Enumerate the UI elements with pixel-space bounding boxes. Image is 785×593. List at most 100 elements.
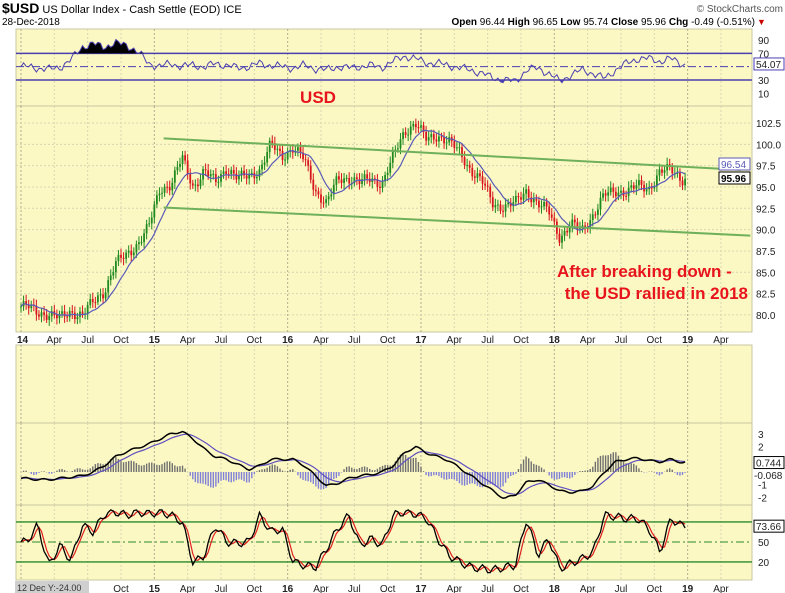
price-candle [655, 175, 658, 187]
price-candle [653, 186, 656, 189]
price-candle [494, 205, 497, 208]
price-candle [404, 132, 407, 135]
price-candle [168, 186, 171, 191]
rsi-axis-label: 30 [758, 76, 770, 87]
x-tick-label: Apr [180, 584, 196, 593]
price-candle [512, 202, 515, 207]
price-candle [40, 312, 43, 317]
close-value-label: 95.96 [721, 174, 746, 185]
price-candle [612, 187, 615, 192]
x-tick-label: 19 [682, 584, 694, 593]
price-candle [607, 192, 610, 196]
cursor-readout-box [15, 581, 89, 593]
price-axis-label: 102.5 [756, 119, 781, 130]
price-axis-label: 90.0 [756, 226, 776, 237]
price-candle [538, 200, 540, 208]
price-candle [27, 304, 30, 309]
price-candle [104, 292, 107, 299]
price-candle [481, 176, 484, 184]
price-candle [650, 186, 653, 189]
price-candle [573, 219, 576, 223]
price-candle [61, 311, 63, 314]
price-candle [679, 172, 681, 181]
price-candle [627, 187, 630, 196]
macd-axis-label: 3 [758, 430, 764, 441]
price-candle [243, 170, 245, 176]
price-candle [273, 143, 276, 150]
x-tick-label: 18 [549, 335, 561, 346]
price-candle [112, 272, 115, 276]
price-candle [497, 204, 499, 206]
x-tick-label: Jul [615, 584, 628, 593]
price-candle [384, 175, 386, 182]
price-candle [63, 311, 66, 317]
price-candle [217, 181, 220, 183]
price-candle [145, 224, 148, 234]
price-candle [327, 196, 330, 200]
x-tick-label: 19 [682, 335, 694, 346]
price-candle [94, 302, 97, 304]
x-tick-label: Jul [215, 584, 228, 593]
price-candle [255, 176, 258, 179]
price-candle [558, 233, 561, 243]
price-candle [635, 185, 638, 189]
price-candle [440, 136, 443, 138]
price-candle [566, 230, 569, 233]
x-tick-label: Oct [647, 584, 663, 593]
price-candle [504, 204, 507, 212]
x-tick-label: 18 [549, 584, 561, 593]
price-candle [386, 172, 389, 176]
price-axis-label: 100.0 [756, 140, 781, 151]
price-candle [412, 123, 415, 127]
price-candle [114, 261, 117, 273]
price-candle [48, 316, 51, 320]
x-tick-label: Apr [447, 335, 463, 346]
price-candle [153, 204, 156, 218]
price-candle [432, 134, 435, 140]
ma-value-tag [718, 157, 751, 171]
rsi-overbought-fill [21, 39, 686, 54]
price-candle [140, 242, 143, 244]
price-candle [166, 186, 169, 188]
price-candle [209, 174, 212, 177]
x-tick-label: Oct [380, 584, 396, 593]
x-tick-label: Oct [247, 335, 263, 346]
price-candle [314, 189, 317, 192]
price-candle [535, 198, 538, 201]
price-candle [348, 177, 351, 184]
price-candle [640, 180, 643, 185]
x-tick-label: Oct [113, 584, 129, 593]
price-candle [476, 173, 479, 178]
price-candle [263, 162, 266, 165]
price-candle [609, 187, 612, 193]
price-candle [532, 198, 535, 203]
price-candle [125, 252, 128, 259]
x-tick-label: Jul [81, 335, 94, 346]
price-candle [489, 186, 492, 198]
brand-link[interactable]: © StockCharts.com [697, 4, 783, 15]
price-candle [135, 244, 138, 253]
price-candle [186, 160, 189, 175]
x-tick-label: Jul [215, 335, 228, 346]
price-candle [173, 170, 176, 183]
close-value-tag [718, 171, 751, 185]
price-candle [297, 147, 299, 151]
price-candle [553, 217, 556, 222]
price-candle [35, 305, 38, 315]
macd-axis-label: -1 [758, 481, 767, 492]
price-candle [109, 275, 112, 281]
x-tick-label: 16 [282, 335, 294, 346]
price-candle [353, 177, 356, 184]
price-candle [250, 172, 253, 174]
price-candle [499, 204, 502, 211]
macd-value-tag [753, 456, 785, 470]
price-candle [684, 178, 686, 186]
x-tick-label: Apr [713, 584, 729, 593]
price-candle [571, 219, 574, 228]
price-candle [589, 220, 592, 229]
x-tick-label: Oct [647, 335, 663, 346]
price-candle [189, 174, 192, 184]
x-tick-label: Oct [380, 335, 396, 346]
price-candle [171, 182, 174, 191]
price-candle [312, 179, 315, 190]
